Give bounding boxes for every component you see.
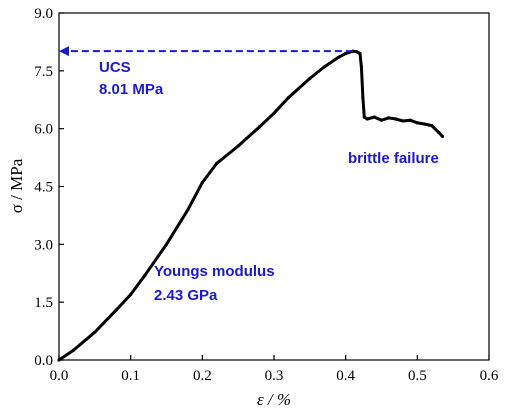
ucs-label: UCS: [99, 59, 131, 76]
data-point: [57, 358, 61, 362]
data-point: [415, 121, 419, 125]
data-point: [71, 348, 75, 352]
data-point: [93, 330, 97, 334]
data-point: [286, 96, 290, 100]
x-tick-label: 0.2: [193, 368, 212, 384]
data-point: [129, 292, 133, 297]
data-point: [372, 115, 376, 119]
x-axis-title: ε / %: [257, 390, 291, 409]
x-tick-label: 0.6: [480, 368, 499, 384]
data-point: [186, 208, 190, 212]
data-point: [408, 118, 412, 122]
y-tick-label: 1.5: [34, 295, 53, 311]
x-tick-label: 0.0: [50, 368, 69, 384]
modulus-value: 2.43 GPa: [154, 287, 218, 304]
data-point: [308, 76, 312, 81]
y-tick-label: 3.0: [34, 237, 53, 253]
data-point: [272, 111, 276, 115]
data-point: [200, 181, 204, 185]
x-tick-label: 0.5: [408, 368, 427, 384]
data-point: [422, 122, 427, 126]
y-axis-title: σ / MPa: [7, 158, 26, 213]
data-point: [258, 125, 262, 129]
x-tick-label: 0.1: [121, 368, 140, 384]
data-point: [344, 51, 348, 56]
x-axis: 0.0 0.1 0.2 0.3 0.4 0.5 0.6: [50, 355, 499, 384]
failure-label: brittle failure: [348, 150, 439, 167]
y-tick-label: 4.5: [34, 180, 53, 196]
x-tick-label: 0.3: [265, 368, 284, 384]
x-tick-label: 0.4: [336, 368, 355, 384]
data-point: [143, 273, 147, 277]
data-point: [358, 51, 362, 56]
data-point: [359, 65, 364, 69]
data-point: [361, 96, 365, 100]
y-tick-label: 7.5: [34, 64, 53, 80]
y-axis: 0.0 1.5 3.0 4.5 6.0 7.5 9.0: [34, 6, 64, 369]
data-point: [354, 49, 359, 54]
data-point: [387, 116, 391, 120]
data-point: [379, 118, 384, 122]
data-point: [215, 161, 219, 165]
data-point: [430, 123, 434, 128]
data-point: [440, 134, 445, 138]
modulus-label: Youngs modulus: [154, 263, 275, 280]
y-tick-label: 0.0: [34, 353, 53, 369]
data-point: [322, 65, 326, 69]
y-tick-label: 6.0: [34, 122, 53, 138]
ucs-value: 8.01 MPa: [99, 81, 164, 98]
data-point: [236, 144, 240, 148]
data-point: [437, 130, 441, 135]
data-point: [362, 115, 366, 119]
curve-points: [57, 49, 445, 362]
data-point: [114, 308, 118, 312]
data-point: [164, 242, 169, 246]
data-point: [394, 117, 398, 121]
data-point: [401, 119, 405, 123]
data-point: [336, 55, 341, 59]
data-point: [365, 117, 369, 121]
y-tick-label: 9.0: [34, 6, 53, 22]
